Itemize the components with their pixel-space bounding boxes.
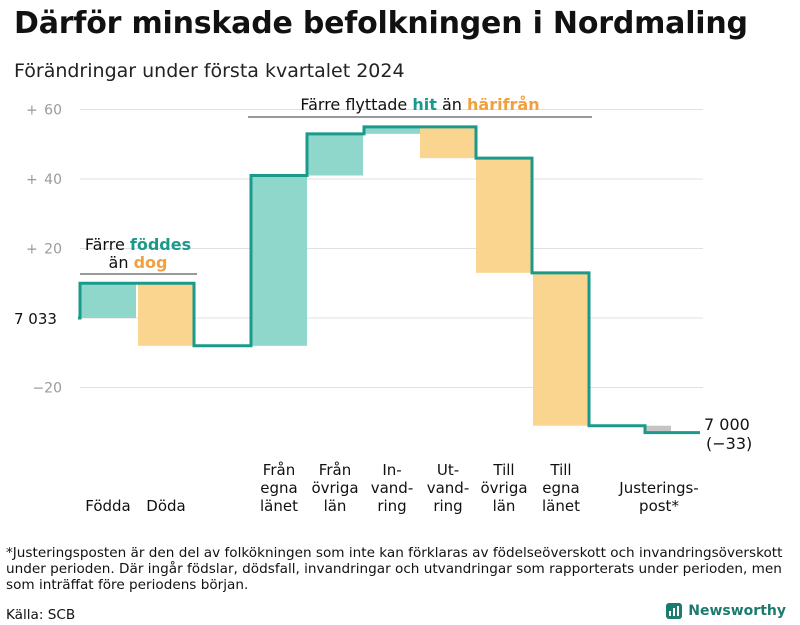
y-tick-label: 20 [44, 242, 62, 258]
category-label: Från övriga län [311, 461, 358, 515]
y-tick-label: 40 [44, 172, 62, 188]
annotation-births-line1: Färre föddes [85, 235, 191, 254]
footnote: *Justeringsposten är den del av folkökni… [6, 545, 783, 593]
source: Källa: SCB [6, 607, 76, 623]
category-label: Justerings-post* [618, 479, 698, 515]
category-label: Till övriga län [480, 461, 527, 515]
category-label: Till egna länet [542, 461, 580, 515]
bar-8 [533, 272, 589, 426]
bar-9 [645, 425, 671, 433]
brand-name: Newsworthy [688, 603, 786, 619]
annotation-migration: Färre flyttade hit än härifrån [248, 95, 592, 118]
category-label: In-vand-ring [371, 461, 414, 515]
category-label: Ut-vand-ring [427, 461, 470, 515]
step-line-path [78, 125, 700, 435]
chart-subtitle: Förändringar under första kvartalet 2024 [14, 60, 405, 82]
bar-2 [138, 283, 194, 346]
y-tick-label: 60 [44, 103, 62, 119]
bars [80, 126, 671, 433]
category-labels: Födda Döda Från egna länet Från övriga län In-va… [85, 461, 698, 515]
y-tick-prefix: + [26, 242, 38, 258]
y-axis: +60 + 40 + 20 −20 [26, 103, 62, 397]
y-tick-prefix: + [26, 103, 38, 119]
annotation-migration-text: Färre flyttade hit än härifrån [300, 95, 539, 114]
end-change-label: (−33) [706, 434, 752, 453]
annotation-births-deaths: Färre föddes än dog [80, 235, 197, 275]
chart-bars-icon [666, 603, 683, 619]
bar-5 [364, 126, 420, 134]
bar-3 [251, 175, 307, 346]
annotation-births-line2: än dog [109, 253, 168, 272]
end-value-label: 7 000 [704, 415, 750, 434]
bar-7 [476, 158, 532, 273]
y-tick-prefix: + [26, 172, 38, 188]
waterfall-chart: +60 + 40 + 20 −20 Födda Döda Från egna länet Från ö… [14, 95, 752, 515]
brand-logo: Newsworthy [666, 603, 786, 619]
bar-6 [420, 126, 476, 159]
category-label: Från egna länet [260, 461, 298, 515]
category-label: Födda [85, 497, 131, 515]
y-tick-label: −20 [32, 381, 62, 397]
bar-4 [307, 133, 363, 176]
start-value-label: 7 033 [14, 310, 57, 328]
chart-title: Därför minskade befolkningen i Nordmalin… [14, 6, 748, 41]
step-line [78, 125, 700, 435]
category-label: Döda [146, 497, 185, 515]
bar-1 [80, 283, 136, 318]
